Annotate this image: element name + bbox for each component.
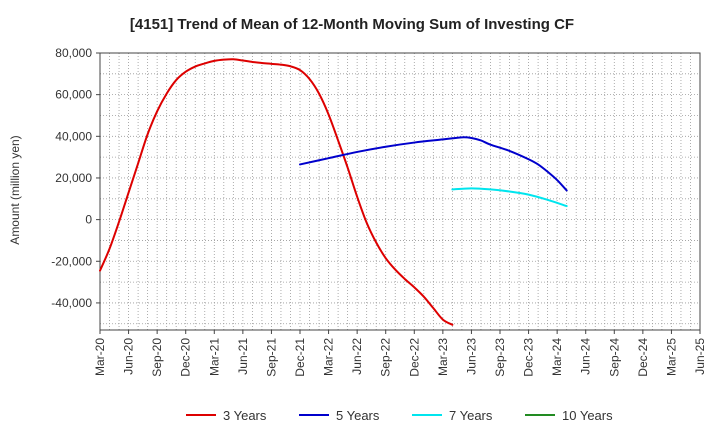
y-tick-label: 40,000 [55, 129, 92, 143]
x-tick-label: Sep-20 [150, 338, 164, 377]
x-tick-label: Dec-23 [522, 338, 536, 377]
chart-title: [4151] Trend of Mean of 12-Month Moving … [130, 16, 574, 33]
y-tick-label: -20,000 [51, 254, 92, 268]
series-line-1 [99, 58, 454, 326]
x-tick-label: Dec-22 [407, 338, 421, 377]
x-tick-label: Dec-20 [179, 338, 193, 377]
y-tick-label: -40,000 [51, 296, 92, 310]
x-tick-label: Sep-24 [607, 338, 621, 377]
x-tick-label: Mar-20 [93, 338, 107, 376]
x-tick-label: Jun-23 [464, 338, 478, 375]
legend: 3 Years 5 Years 7 Years 10 Years [186, 408, 613, 423]
y-tick-label: 60,000 [55, 88, 92, 102]
plot-background [100, 53, 700, 330]
legend-label-2: 5 Years [336, 408, 380, 423]
x-tick-label: Jun-22 [350, 338, 364, 375]
x-tick-label: Jun-21 [236, 338, 250, 375]
series-line-2 [299, 136, 568, 192]
y-tick-label: 80,000 [55, 46, 92, 60]
legend-label-1: 3 Years [223, 408, 267, 423]
x-tick-label: Sep-23 [493, 338, 507, 377]
plot-area: 80,000 60,000 40,000 20,000 0 -20,000 -40,000 M… [51, 46, 707, 377]
x-tick-label: Jun-20 [122, 338, 136, 375]
x-tick-label: Dec-24 [636, 338, 650, 377]
y-tick-label: 0 [85, 213, 92, 227]
x-tick-label: Mar-22 [322, 338, 336, 376]
plot-frame [99, 52, 701, 331]
x-tick-label: Jun-24 [579, 338, 593, 375]
x-tick-label: Jun-25 [693, 338, 707, 375]
x-tick-label: Mar-25 [664, 338, 678, 376]
legend-label-3: 7 Years [449, 408, 493, 423]
x-tick-label: Dec-21 [293, 338, 307, 377]
y-axis-label: Amount (million yen) [8, 135, 22, 244]
x-tick-label: Sep-21 [264, 338, 278, 377]
x-tick-label: Mar-23 [436, 338, 450, 376]
series-line-3 [451, 187, 568, 208]
x-tick-label: Sep-22 [379, 338, 393, 377]
legend-label-4: 10 Years [562, 408, 613, 423]
y-tick-label: 20,000 [55, 171, 92, 185]
x-tick-label: Mar-24 [550, 338, 564, 376]
x-tick-label: Mar-21 [207, 338, 221, 376]
